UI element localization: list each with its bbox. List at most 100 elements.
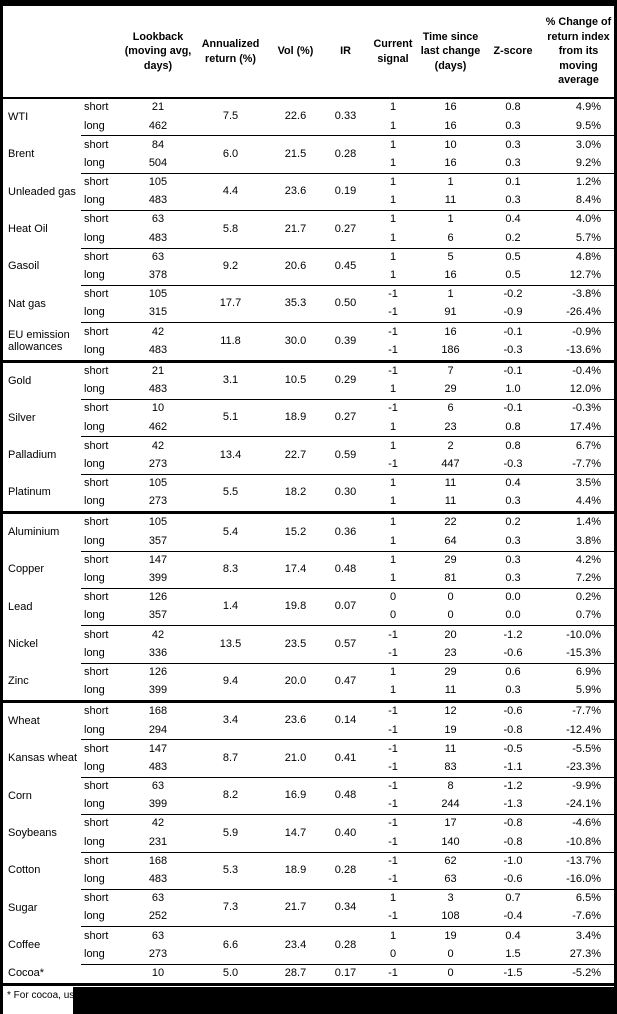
- time-since-value: 11: [418, 191, 483, 212]
- annualized-return-value: 5.8: [193, 210, 268, 249]
- pct-change-value: 3.8%: [543, 532, 614, 552]
- table-row-nat-gas-long: long 315 -1 91 -0.9 -26.4%: [3, 304, 614, 324]
- lookback-value: 315: [123, 304, 193, 324]
- lookback-value: 63: [151, 250, 165, 263]
- annualized-return-value: 9.4: [193, 663, 268, 704]
- z-score-value: 0.8: [505, 439, 521, 452]
- leg-label: long: [81, 681, 123, 703]
- annualized-return-value: 7.5: [193, 98, 268, 137]
- leg-label: long: [81, 492, 123, 515]
- leg-label: long: [81, 266, 123, 286]
- commodity-name: Platinum: [3, 474, 81, 515]
- commodity-name: Cotton: [8, 864, 41, 877]
- table-row-zinc-short: Zinc short 126 9.4 20.0 0.47 1 29 0.6 6.9%: [3, 663, 614, 704]
- z-score-value: -1.2: [503, 628, 523, 641]
- lookback-value: 483: [123, 341, 193, 363]
- ir-value: 0.28: [323, 135, 368, 174]
- pct-change-value: -5.5%: [572, 742, 601, 755]
- time-since-value: 140: [418, 833, 483, 853]
- current-signal-value: 1: [389, 665, 397, 678]
- time-since-value: 11: [444, 742, 457, 755]
- z-score-value: -0.6: [483, 870, 543, 890]
- z-score-value: 0.1: [505, 176, 521, 189]
- pct-change-value: -10.0%: [566, 628, 601, 641]
- leg-label: short: [84, 929, 109, 942]
- pct-change-value: 3.0%: [575, 138, 601, 151]
- lookback-value: 168: [148, 854, 168, 867]
- current-signal-value: 0: [389, 591, 397, 604]
- pct-change-value: 5.7%: [543, 229, 614, 249]
- leg-label: short: [84, 705, 109, 718]
- leg-label: short: [84, 101, 109, 114]
- ir-value: 0.27: [323, 210, 368, 249]
- current-signal-value: -1: [368, 908, 418, 928]
- table-row-platinum-long: long 273 1 11 0.3 4.4%: [3, 492, 614, 515]
- lookback-value: 105: [148, 176, 168, 189]
- vol-value: 18.9: [268, 852, 323, 890]
- ir-value: 0.28: [323, 852, 368, 890]
- lookback-value: 483: [123, 191, 193, 212]
- time-since-value: 5: [447, 250, 454, 263]
- time-since-value: 91: [418, 304, 483, 324]
- leg-label: long: [81, 569, 123, 589]
- table-row-gold-short: Gold short 21 3.1 10.5 0.29 -1 7 -0.1 -0.4%: [3, 361, 614, 401]
- lookback-value: 63: [151, 892, 165, 905]
- annualized-return-value: 11.8: [193, 322, 268, 363]
- commodities-table: Lookback (moving avg, days) Annualized r…: [3, 6, 614, 986]
- pct-change-value: -9.9%: [572, 780, 601, 793]
- table-row-silver-long: long 462 1 23 0.8 17.4%: [3, 418, 614, 438]
- lookback-value: 105: [148, 516, 168, 529]
- table-row-silver-short: Silver short 10 5.1 18.9 0.27 -1 6 -0.1 -0.3%: [3, 399, 614, 438]
- time-since-value: 244: [418, 795, 483, 816]
- footnote-redaction-bar: [73, 987, 614, 1014]
- vol-value: 23.4: [268, 926, 323, 965]
- lookback-value: 147: [148, 553, 168, 566]
- z-score-value: 0.5: [505, 250, 521, 263]
- z-score-value: 1.0: [483, 380, 543, 400]
- commodity-name: Coffee: [8, 939, 41, 952]
- lookback-value: 357: [123, 532, 193, 552]
- current-signal-value: -1: [388, 742, 398, 755]
- pct-change-value: 1.4%: [575, 516, 601, 529]
- leg-label: short: [84, 628, 109, 641]
- leg-label: short: [84, 591, 109, 604]
- lookback-value: 462: [123, 418, 193, 438]
- lookback-value: 126: [148, 591, 168, 604]
- commodity-name: Gasoil: [8, 260, 40, 273]
- leg-label: short: [84, 439, 109, 452]
- time-since-value: 16: [418, 117, 483, 137]
- commodity-name: Soybeans: [8, 826, 57, 839]
- time-since-value: 23: [418, 418, 483, 438]
- leg-label: long: [81, 117, 123, 137]
- time-since-value: 6: [418, 229, 483, 249]
- vol-value: 22.7: [268, 436, 323, 475]
- pct-change-value: 8.4%: [543, 191, 614, 212]
- pct-change-value: 1.2%: [575, 176, 601, 189]
- table-row-eu-emission-allowances-long: long 483 -1 186 -0.3 -13.6%: [3, 341, 614, 363]
- annualized-return-value: 9.2: [193, 248, 268, 286]
- time-since-value: 20: [444, 628, 457, 641]
- vol-value: 19.8: [268, 588, 323, 627]
- current-signal-value: -1: [368, 304, 418, 324]
- header-time-since: Time since last change (days): [418, 6, 483, 99]
- time-since-value: 10: [444, 138, 457, 151]
- current-signal-value: 1: [368, 266, 418, 286]
- annualized-return-value: 13.4: [193, 436, 268, 475]
- commodity-name: Nat gas: [8, 297, 46, 310]
- pct-change-value: 9.5%: [543, 117, 614, 137]
- current-signal-value: 1: [368, 569, 418, 589]
- time-since-value: 62: [444, 854, 457, 867]
- table-row-nickel-short: Nickel short 42 13.5 23.5 0.57 -1 20 -1.2 -10.0%: [3, 625, 614, 664]
- lookback-value: 105: [148, 477, 168, 490]
- leg-label: short: [84, 665, 109, 678]
- current-signal-value: -1: [368, 795, 418, 816]
- table-row-heat-oil-short: Heat Oil short 63 5.8 21.7 0.27 1 1 0.4 4.0%: [3, 210, 614, 249]
- lookback-value: 42: [151, 628, 165, 641]
- pct-change-value: -7.7%: [543, 455, 614, 475]
- lookback-value: 273: [123, 455, 193, 475]
- lookback-value: 231: [123, 833, 193, 853]
- leg-label: short: [84, 892, 109, 905]
- time-since-value: 7: [447, 364, 454, 377]
- lookback-value: 42: [151, 817, 165, 830]
- time-since-value: 6: [447, 402, 454, 415]
